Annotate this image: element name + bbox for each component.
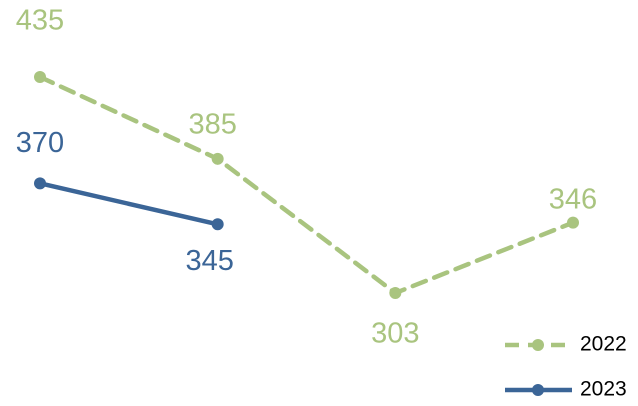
data-label: 385 xyxy=(188,108,236,140)
data-label: 345 xyxy=(185,245,233,277)
data-point xyxy=(389,287,402,299)
legend-marker xyxy=(532,339,544,351)
data-point xyxy=(34,71,46,83)
data-label: 435 xyxy=(16,5,64,37)
legend-label: 2023 xyxy=(580,378,627,401)
data-point xyxy=(567,216,579,229)
data-point xyxy=(211,218,224,231)
data-label: 370 xyxy=(16,127,64,159)
data-label: 346 xyxy=(549,183,597,215)
legend-marker xyxy=(532,384,544,396)
data-point xyxy=(211,152,224,165)
legend-label: 2022 xyxy=(580,333,627,356)
data-label: 303 xyxy=(371,318,419,350)
series-line xyxy=(37,181,220,227)
series-line xyxy=(37,74,576,296)
data-point xyxy=(34,177,46,190)
